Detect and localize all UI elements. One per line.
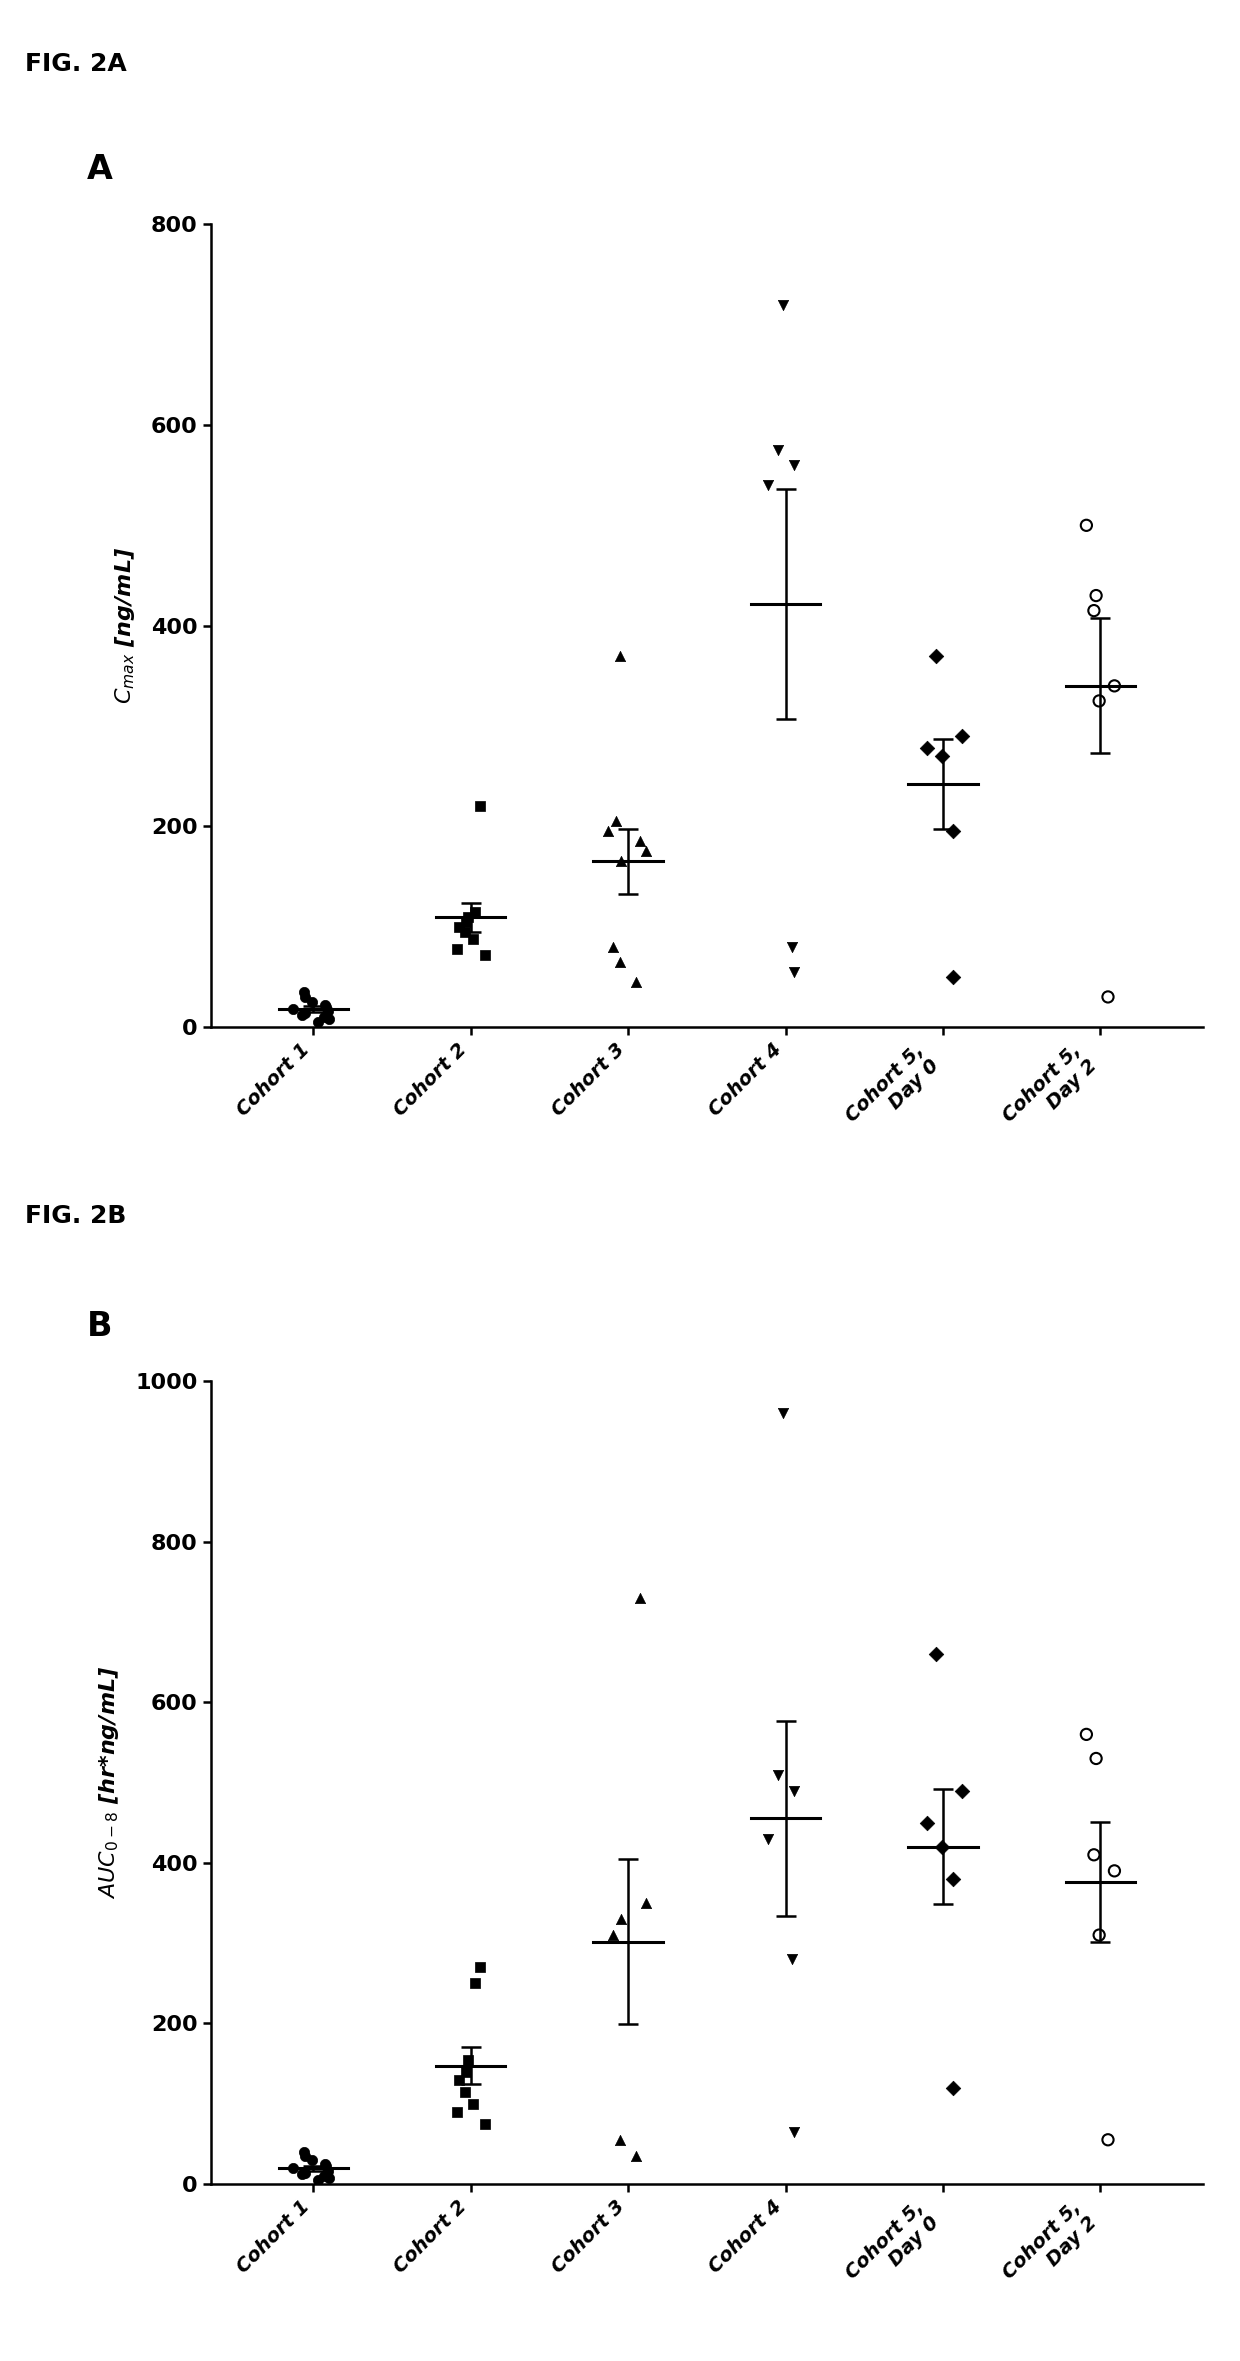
- Point: [774, 1395, 794, 1433]
- Point: [1099, 2120, 1118, 2158]
- Point: [1089, 1917, 1109, 1955]
- Point: [456, 902, 476, 940]
- Point: [475, 2106, 495, 2144]
- Point: [291, 2156, 311, 2193]
- Point: [458, 2040, 477, 2078]
- Point: [465, 1964, 485, 2002]
- Point: [606, 803, 626, 841]
- Point: [1105, 666, 1125, 704]
- Point: [944, 812, 963, 850]
- Point: [1099, 977, 1118, 1015]
- Point: [309, 2160, 329, 2198]
- Point: [283, 989, 303, 1027]
- Point: [630, 822, 650, 859]
- Point: [1084, 593, 1104, 630]
- Point: [463, 921, 482, 959]
- Point: [931, 737, 951, 774]
- Point: [603, 928, 622, 966]
- Point: [1076, 1716, 1096, 1754]
- Point: [1086, 576, 1106, 614]
- Point: [449, 2061, 469, 2099]
- Point: [944, 1860, 963, 1898]
- Text: A: A: [87, 153, 113, 187]
- Point: [610, 942, 630, 980]
- Point: [1089, 682, 1109, 720]
- Point: [456, 2052, 476, 2089]
- Point: [942, 959, 962, 996]
- Point: [315, 999, 335, 1036]
- Point: [320, 1001, 340, 1039]
- Point: [942, 2068, 962, 2106]
- Point: [291, 996, 311, 1034]
- Point: [470, 1948, 490, 1986]
- Point: [475, 935, 495, 973]
- Point: [1105, 1851, 1125, 1889]
- Point: [784, 2113, 804, 2151]
- Point: [758, 467, 777, 505]
- Point: [301, 2141, 321, 2179]
- Point: [611, 1901, 631, 1938]
- Point: [774, 286, 794, 323]
- Point: [610, 637, 630, 675]
- Point: [309, 1003, 329, 1041]
- Point: [301, 982, 321, 1020]
- Point: [316, 987, 336, 1025]
- Point: [782, 1941, 802, 1979]
- Point: [603, 1917, 622, 1955]
- Point: [319, 2153, 339, 2191]
- Point: [782, 928, 802, 966]
- Text: FIG. 2B: FIG. 2B: [25, 1204, 126, 1228]
- Point: [320, 2158, 340, 2196]
- Point: [636, 833, 656, 871]
- Point: [470, 789, 490, 826]
- Text: B: B: [87, 1310, 113, 1343]
- Point: [626, 2137, 646, 2174]
- Point: [630, 1580, 650, 1617]
- Point: [926, 637, 946, 675]
- Point: [315, 2158, 335, 2196]
- Point: [1084, 1837, 1104, 1875]
- Point: [926, 1636, 946, 1674]
- Point: [295, 2137, 315, 2174]
- Point: [758, 1820, 777, 1858]
- Point: [319, 992, 339, 1029]
- Point: [294, 973, 314, 1011]
- Point: [316, 2149, 336, 2186]
- Point: [784, 446, 804, 484]
- Point: [784, 954, 804, 992]
- Point: [916, 730, 936, 767]
- Point: [294, 2132, 314, 2170]
- Text: FIG. 2A: FIG. 2A: [25, 52, 126, 76]
- Point: [610, 2120, 630, 2158]
- Point: [455, 914, 475, 951]
- Point: [295, 977, 315, 1015]
- Point: [315, 2144, 335, 2182]
- Point: [952, 718, 972, 756]
- Point: [463, 2085, 482, 2123]
- Point: [446, 2092, 466, 2130]
- Point: [1086, 1740, 1106, 1778]
- Point: [295, 2153, 315, 2191]
- Point: [636, 1884, 656, 1922]
- Point: [769, 432, 789, 470]
- Point: [626, 963, 646, 1001]
- Y-axis label: $\mathit{C_{max}}$ [ng/mL]: $\mathit{C_{max}}$ [ng/mL]: [113, 548, 136, 704]
- Point: [315, 987, 335, 1025]
- Point: [465, 892, 485, 930]
- Point: [952, 1771, 972, 1809]
- Point: [458, 897, 477, 935]
- Point: [283, 2149, 303, 2186]
- Point: [1076, 508, 1096, 545]
- Point: [598, 812, 618, 850]
- Point: [295, 994, 315, 1032]
- Point: [449, 909, 469, 947]
- Point: [931, 1827, 951, 1865]
- Point: [769, 1757, 789, 1794]
- Y-axis label: $\mathit{AUC_{0-8}}$ [hr*ng/mL]: $\mathit{AUC_{0-8}}$ [hr*ng/mL]: [98, 1667, 122, 1898]
- Point: [611, 843, 631, 881]
- Point: [916, 1804, 936, 1842]
- Point: [446, 930, 466, 968]
- Point: [455, 2073, 475, 2111]
- Point: [784, 1771, 804, 1809]
